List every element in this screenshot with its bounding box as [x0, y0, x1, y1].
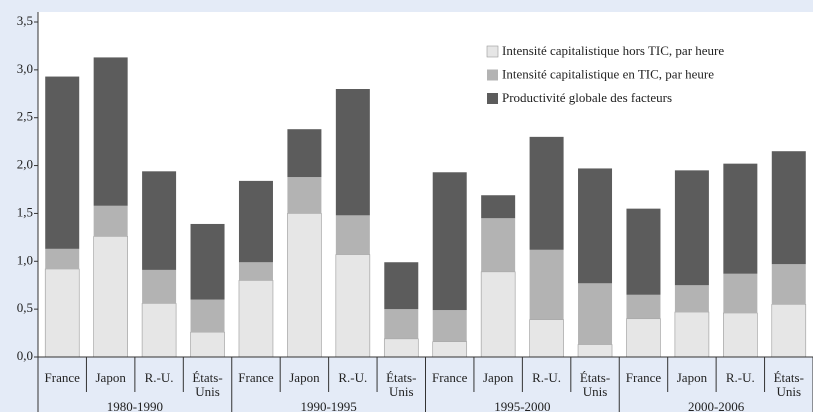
legend-label: Intensité capitalistique hors TIC, par h… [502, 43, 724, 58]
bar-segment [674, 311, 710, 358]
y-tick-label: 0,5 [17, 300, 33, 315]
bar-segment [723, 273, 758, 313]
bar-segment [481, 218, 516, 272]
y-tick-label: 3,5 [17, 13, 33, 28]
bar-segment [190, 331, 225, 358]
group-label: 2000-2006 [687, 399, 745, 412]
legend-swatch [487, 69, 498, 81]
bar-segment [287, 213, 322, 358]
bar-segment [723, 163, 758, 274]
bar-segment [481, 195, 516, 219]
bar-segment [335, 215, 370, 255]
y-tick-label: 1,0 [17, 252, 33, 267]
bar-segment [93, 236, 128, 358]
bar-segment [578, 283, 613, 345]
legend-label: Intensité capitalistique en TIC, par heu… [502, 66, 714, 81]
bar-segment [190, 223, 225, 300]
bar-segment [432, 172, 467, 311]
bar-segment [480, 271, 516, 358]
x-tick-label: R.-U. [144, 370, 174, 385]
bar-segment [44, 268, 80, 358]
bar-segment [529, 249, 564, 320]
bar-segment [45, 76, 80, 249]
bar-segment [771, 304, 807, 358]
bar-segment [141, 303, 177, 358]
y-tick-label: 1,5 [17, 204, 33, 219]
x-tick-label: États-Unis [386, 370, 417, 399]
legend-swatch [487, 93, 498, 104]
x-tick-label: Japon [482, 370, 514, 385]
bar-segment [432, 341, 468, 358]
x-tick-label: Japon [289, 370, 320, 385]
bar-segment [287, 177, 322, 214]
bar-segment [383, 338, 419, 358]
bar-segment [238, 280, 274, 358]
x-tick-label: France [432, 370, 468, 385]
bar-segment [142, 171, 177, 270]
group-label: 1995-2000 [494, 399, 551, 412]
bar-segment [674, 285, 709, 313]
bar-segment [529, 136, 564, 250]
x-tick-label: Japon [676, 370, 708, 385]
bar-segment [190, 299, 225, 333]
bar-segment [45, 248, 80, 269]
x-tick-label: R.-U. [532, 370, 562, 385]
x-tick-label: France [625, 370, 662, 385]
bar-segment [578, 168, 613, 284]
x-tick-label: R.-U. [338, 370, 368, 385]
legend-label: Productivité globale des facteurs [502, 90, 672, 105]
x-tick-label: Japon [95, 370, 126, 385]
x-tick-label: France [44, 370, 80, 385]
bar-segment [142, 269, 177, 304]
legend-swatch [486, 45, 499, 58]
x-tick-label: États-Unis [773, 370, 804, 399]
bar-segment [384, 309, 419, 339]
bar-segment [432, 310, 467, 342]
bar-segment [384, 262, 419, 310]
bar-segment [674, 170, 709, 286]
bar-segment [577, 344, 613, 358]
group-label: 1980-1990 [106, 399, 164, 412]
bar-segment [93, 205, 128, 237]
bar-segment [287, 129, 322, 178]
group-label: 1990-1995 [300, 399, 357, 412]
y-tick-label: 2,5 [17, 109, 33, 124]
x-tick-label: États-Unis [579, 370, 611, 399]
bar-segment [626, 318, 661, 358]
bar-segment [626, 208, 661, 295]
y-tick-label: 2,0 [17, 157, 33, 172]
bar-segment [238, 180, 273, 263]
bar-segment [335, 254, 371, 358]
bar-segment [723, 312, 758, 358]
y-tick-label: 0,0 [17, 348, 33, 363]
bar-segment [771, 151, 806, 265]
bar-segment [93, 57, 128, 206]
bar-segment [529, 319, 564, 358]
bar-segment [626, 294, 661, 319]
x-tick-label: États-Unis [192, 370, 223, 399]
bar-segment [335, 89, 370, 216]
y-tick-label: 3,0 [17, 61, 33, 76]
bar-segment [238, 262, 273, 281]
bar-segment [771, 264, 806, 305]
x-tick-label: R.-U. [725, 370, 755, 385]
x-tick-label: France [238, 370, 274, 385]
